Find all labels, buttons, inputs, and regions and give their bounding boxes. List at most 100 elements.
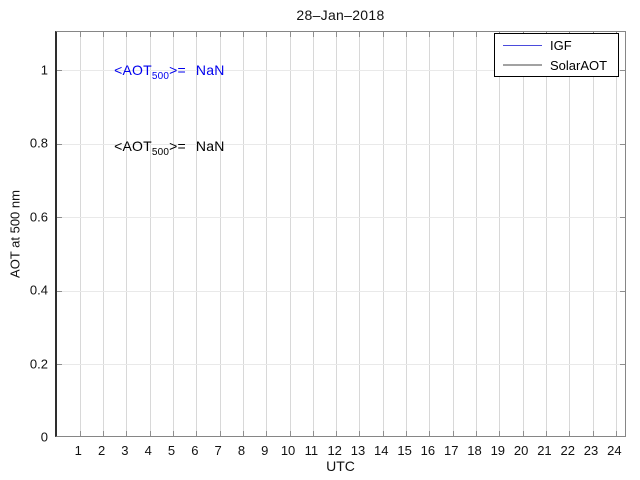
x-tick-mark bbox=[219, 32, 221, 37]
x-gridline bbox=[615, 32, 617, 436]
y-tick-label: 0.4 bbox=[29, 282, 48, 298]
x-tick-label: 20 bbox=[513, 443, 529, 458]
x-tick-label: 21 bbox=[537, 443, 552, 458]
x-tick-mark bbox=[103, 32, 105, 37]
x-gridline bbox=[406, 32, 408, 436]
x-gridline bbox=[242, 32, 244, 436]
x-tick-mark bbox=[289, 32, 291, 37]
x-gridline bbox=[359, 32, 361, 436]
y-tick-mark bbox=[57, 217, 62, 219]
x-tick-mark bbox=[359, 32, 361, 37]
x-tick-mark bbox=[289, 431, 291, 436]
annotation-solar-mean: <AOT500>= NaN bbox=[114, 138, 225, 158]
x-tick-mark bbox=[476, 431, 477, 436]
x-gridline bbox=[289, 32, 291, 436]
x-gridline bbox=[173, 32, 175, 436]
x-gridline bbox=[266, 32, 268, 436]
x-tick-label: 23 bbox=[583, 443, 599, 458]
y-axis-label: AOT at 500 nm bbox=[7, 190, 23, 278]
x-tick-mark bbox=[173, 32, 175, 37]
legend-line-swatch bbox=[503, 44, 542, 46]
x-tick-mark bbox=[126, 431, 128, 436]
y-tick-mark bbox=[620, 364, 625, 366]
x-tick-mark bbox=[522, 431, 524, 436]
y-tick-label: 0.6 bbox=[29, 209, 48, 225]
x-tick-label: 19 bbox=[490, 443, 506, 458]
x-gridline bbox=[569, 32, 571, 436]
x-tick-label: 12 bbox=[327, 443, 342, 458]
x-tick-mark bbox=[406, 431, 408, 436]
x-tick-mark bbox=[196, 431, 198, 436]
x-tick-label: 13 bbox=[350, 443, 366, 458]
x-tick-label: 16 bbox=[420, 443, 436, 458]
annotation-value: NaN bbox=[195, 62, 225, 79]
x-tick-mark bbox=[499, 431, 501, 436]
x-tick-mark bbox=[429, 32, 431, 37]
x-tick-mark bbox=[242, 32, 244, 37]
x-gridline bbox=[219, 32, 221, 436]
x-tick-mark bbox=[615, 431, 617, 436]
x-gridline bbox=[126, 32, 128, 436]
x-tick-label: 10 bbox=[280, 443, 296, 458]
x-gridline bbox=[522, 32, 524, 436]
x-gridline bbox=[429, 32, 431, 436]
annotation-prefix: <AOT bbox=[114, 62, 152, 79]
x-tick-label: 18 bbox=[467, 443, 482, 458]
y-tick-mark bbox=[57, 364, 62, 366]
x-tick-mark bbox=[79, 431, 81, 436]
legend-label: IGF bbox=[550, 37, 572, 53]
annotation-prefix: <AOT bbox=[114, 138, 152, 155]
y-gridline bbox=[57, 217, 625, 219]
legend-line-swatch bbox=[503, 64, 542, 66]
x-tick-mark bbox=[569, 431, 571, 436]
x-tick-mark bbox=[382, 431, 384, 436]
x-tick-mark bbox=[173, 431, 175, 436]
x-gridline bbox=[452, 32, 454, 436]
x-tick-mark bbox=[79, 32, 81, 37]
x-tick-label: 2 bbox=[97, 443, 106, 458]
x-tick-mark bbox=[196, 32, 198, 37]
x-tick-mark bbox=[359, 431, 361, 436]
x-gridline bbox=[149, 32, 151, 436]
y-tick-label: 0 bbox=[40, 429, 48, 445]
x-tick-mark bbox=[336, 32, 338, 37]
legend-item-solaraot: SolarAOT bbox=[495, 56, 618, 74]
plot-area: <AOT500>= NaN <AOT500>= NaN bbox=[55, 31, 626, 437]
annotation-value: NaN bbox=[195, 138, 225, 155]
x-tick-mark bbox=[592, 431, 594, 436]
x-tick-mark bbox=[429, 431, 431, 436]
y-tick-mark bbox=[620, 290, 625, 292]
x-tick-label: 17 bbox=[443, 443, 459, 458]
x-tick-label: 3 bbox=[121, 443, 129, 458]
x-tick-mark bbox=[103, 431, 105, 436]
x-tick-label: 7 bbox=[214, 443, 222, 458]
x-tick-mark bbox=[452, 431, 454, 436]
x-tick-label: 6 bbox=[191, 443, 199, 458]
y-tick-mark bbox=[57, 143, 62, 145]
x-tick-mark bbox=[219, 431, 221, 436]
annotation-eq: >= bbox=[169, 138, 186, 155]
annotation-eq: >= bbox=[169, 62, 186, 79]
x-tick-mark bbox=[312, 32, 314, 37]
x-tick-label: 11 bbox=[304, 443, 319, 458]
x-tick-label: 4 bbox=[144, 443, 152, 458]
x-tick-label: 24 bbox=[607, 443, 622, 458]
x-tick-mark bbox=[149, 431, 151, 436]
annotation-igf-mean: <AOT500>= NaN bbox=[114, 62, 225, 82]
x-tick-mark bbox=[382, 32, 384, 37]
x-tick-mark bbox=[312, 431, 314, 436]
x-tick-label: 15 bbox=[397, 443, 412, 458]
x-tick-mark bbox=[476, 32, 477, 37]
x-tick-label: 8 bbox=[237, 443, 246, 458]
x-tick-label: 1 bbox=[74, 443, 82, 458]
x-gridline bbox=[79, 32, 81, 436]
x-tick-mark bbox=[266, 431, 268, 436]
y-gridline bbox=[57, 143, 625, 145]
x-tick-mark bbox=[336, 431, 338, 436]
x-gridline bbox=[312, 32, 314, 436]
x-gridline bbox=[382, 32, 384, 436]
y-gridline bbox=[57, 364, 625, 366]
y-tick-label: 1 bbox=[40, 62, 48, 78]
x-tick-mark bbox=[149, 32, 151, 37]
